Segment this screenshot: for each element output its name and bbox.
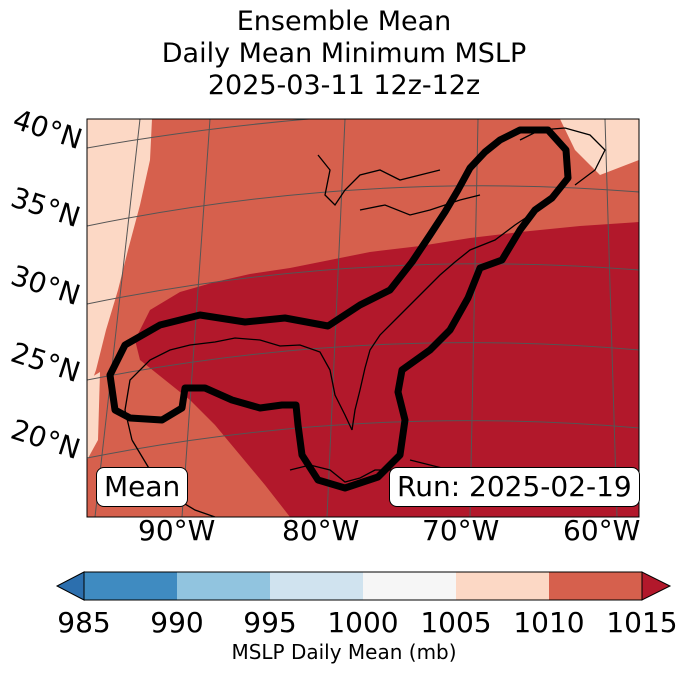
- mslp-contour: [106, 126, 572, 492]
- pressure-field-1015: [135, 222, 639, 517]
- pressure-field-1005-southwest: [87, 372, 100, 460]
- colorbar-tick-1005: 1005: [420, 606, 492, 639]
- lon-label-80w: 80°W: [282, 514, 360, 547]
- colorbar-tick-985: 985: [57, 606, 111, 639]
- colorbar-tick-995: 995: [243, 606, 297, 639]
- title-line-3: 2025-03-11 12z-12z: [207, 70, 481, 101]
- title-line-1: Ensemble Mean: [236, 6, 452, 37]
- map-frame: [86, 118, 640, 518]
- mean-label-box: Mean: [96, 467, 189, 507]
- lon-label-70w: 70°W: [422, 514, 500, 547]
- colorbar-outline: [83, 571, 643, 601]
- colorbar-tick-1015: 1015: [606, 606, 678, 639]
- lon-label-90w: 90°W: [138, 514, 216, 547]
- map-area: [87, 119, 639, 517]
- colorbar-tick-990: 990: [150, 606, 204, 639]
- colorbar-swatch-985: [84, 572, 177, 600]
- graticule: [87, 119, 639, 517]
- lon-label-60w: 60°W: [563, 514, 641, 547]
- colorbar-swatch-1005: [456, 572, 549, 600]
- colorbar-low-extension: [55, 571, 85, 601]
- pressure-field-1005-west: [87, 119, 152, 395]
- colorbar-swatch-995: [270, 572, 363, 600]
- colorbar-tick-1010: 1010: [513, 606, 585, 639]
- title-line-2: Daily Mean Minimum MSLP: [161, 38, 527, 69]
- colorbar-label: MSLP Daily Mean (mb): [231, 640, 457, 664]
- run-date-box: Run: 2025-02-19: [389, 467, 640, 507]
- colorbar-swatch-1010: [549, 572, 642, 600]
- colorbar-tick-1000: 1000: [327, 606, 399, 639]
- colorbar-swatch-1000: [363, 572, 456, 600]
- colorbar: [55, 571, 672, 601]
- pressure-field-1005-northeast: [560, 119, 639, 175]
- colorbar-swatch-990: [177, 572, 270, 600]
- colorbar-high-extension: [641, 571, 672, 601]
